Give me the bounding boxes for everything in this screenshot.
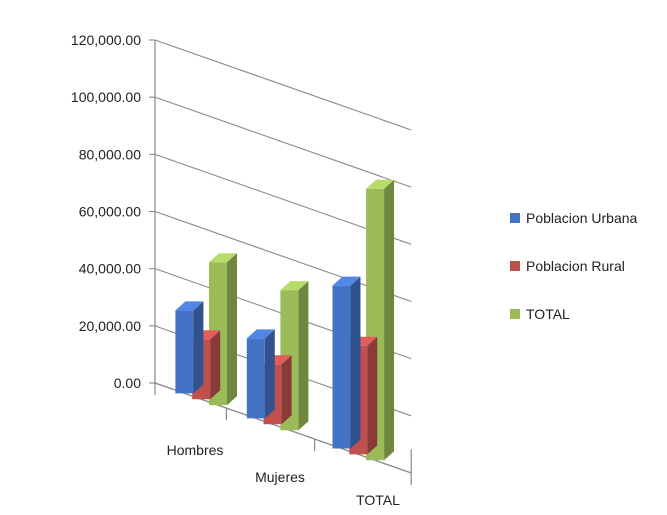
legend-swatch xyxy=(510,261,520,271)
bar-top xyxy=(175,301,204,311)
bar-side xyxy=(281,355,292,425)
legend-label: Poblacion Rural xyxy=(526,258,625,274)
gridline xyxy=(154,96,412,188)
legend-swatch xyxy=(510,309,520,319)
bar-poblacion-urbana-total xyxy=(332,276,361,449)
bar-top xyxy=(366,179,395,189)
bar-side xyxy=(210,330,221,400)
bars xyxy=(175,179,395,461)
bar-side xyxy=(350,276,361,449)
bar-top xyxy=(280,281,309,291)
bar-poblacion-urbana-hombres xyxy=(175,301,204,394)
category-label-mujeres: Mujeres xyxy=(255,469,305,485)
bar-front xyxy=(246,338,265,419)
y-tick-label: 120,000.00 xyxy=(71,32,141,48)
bar-front xyxy=(332,285,351,449)
legend-swatch xyxy=(510,213,520,223)
y-tick-label: 40,000.00 xyxy=(79,261,141,277)
legend-item-total: TOTAL xyxy=(510,304,665,324)
y-axis-tick-labels: 0.00 20,000.00 40,000.00 60,000.00 80,000.00… xyxy=(71,32,141,391)
bar-side xyxy=(367,336,378,455)
y-tick-label: 80,000.00 xyxy=(79,146,141,162)
gridline xyxy=(154,39,412,131)
bar-top xyxy=(332,276,361,286)
bar-poblacion-urbana-mujeres xyxy=(246,329,275,419)
legend-item-poblacion-urbana: Poblacion Urbana xyxy=(510,208,665,228)
bar-side xyxy=(227,253,237,406)
y-tick-label: 20,000.00 xyxy=(79,318,141,334)
x-axis-category-labels: Hombres Mujeres TOTAL xyxy=(167,442,401,508)
legend-item-poblacion-rural: Poblacion Rural xyxy=(510,256,665,276)
legend-label: TOTAL xyxy=(526,306,570,322)
legend: Poblacion Urbana Poblacion Rural TOTAL xyxy=(510,208,665,352)
y-tick-label: 0.00 xyxy=(114,375,141,391)
category-label-hombres: Hombres xyxy=(167,442,224,458)
category-label-total: TOTAL xyxy=(356,492,400,508)
y-tick-label: 100,000.00 xyxy=(71,89,141,105)
bar-top xyxy=(246,329,275,339)
legend-label: Poblacion Urbana xyxy=(526,210,638,226)
bar-side xyxy=(264,329,275,419)
y-tick-label: 60,000.00 xyxy=(79,204,141,220)
bar-side xyxy=(298,281,309,431)
bar-front xyxy=(175,310,194,394)
bar-top xyxy=(209,253,237,263)
bar-side xyxy=(193,301,204,394)
bar-total-total xyxy=(366,179,395,461)
bar-side xyxy=(384,179,395,461)
